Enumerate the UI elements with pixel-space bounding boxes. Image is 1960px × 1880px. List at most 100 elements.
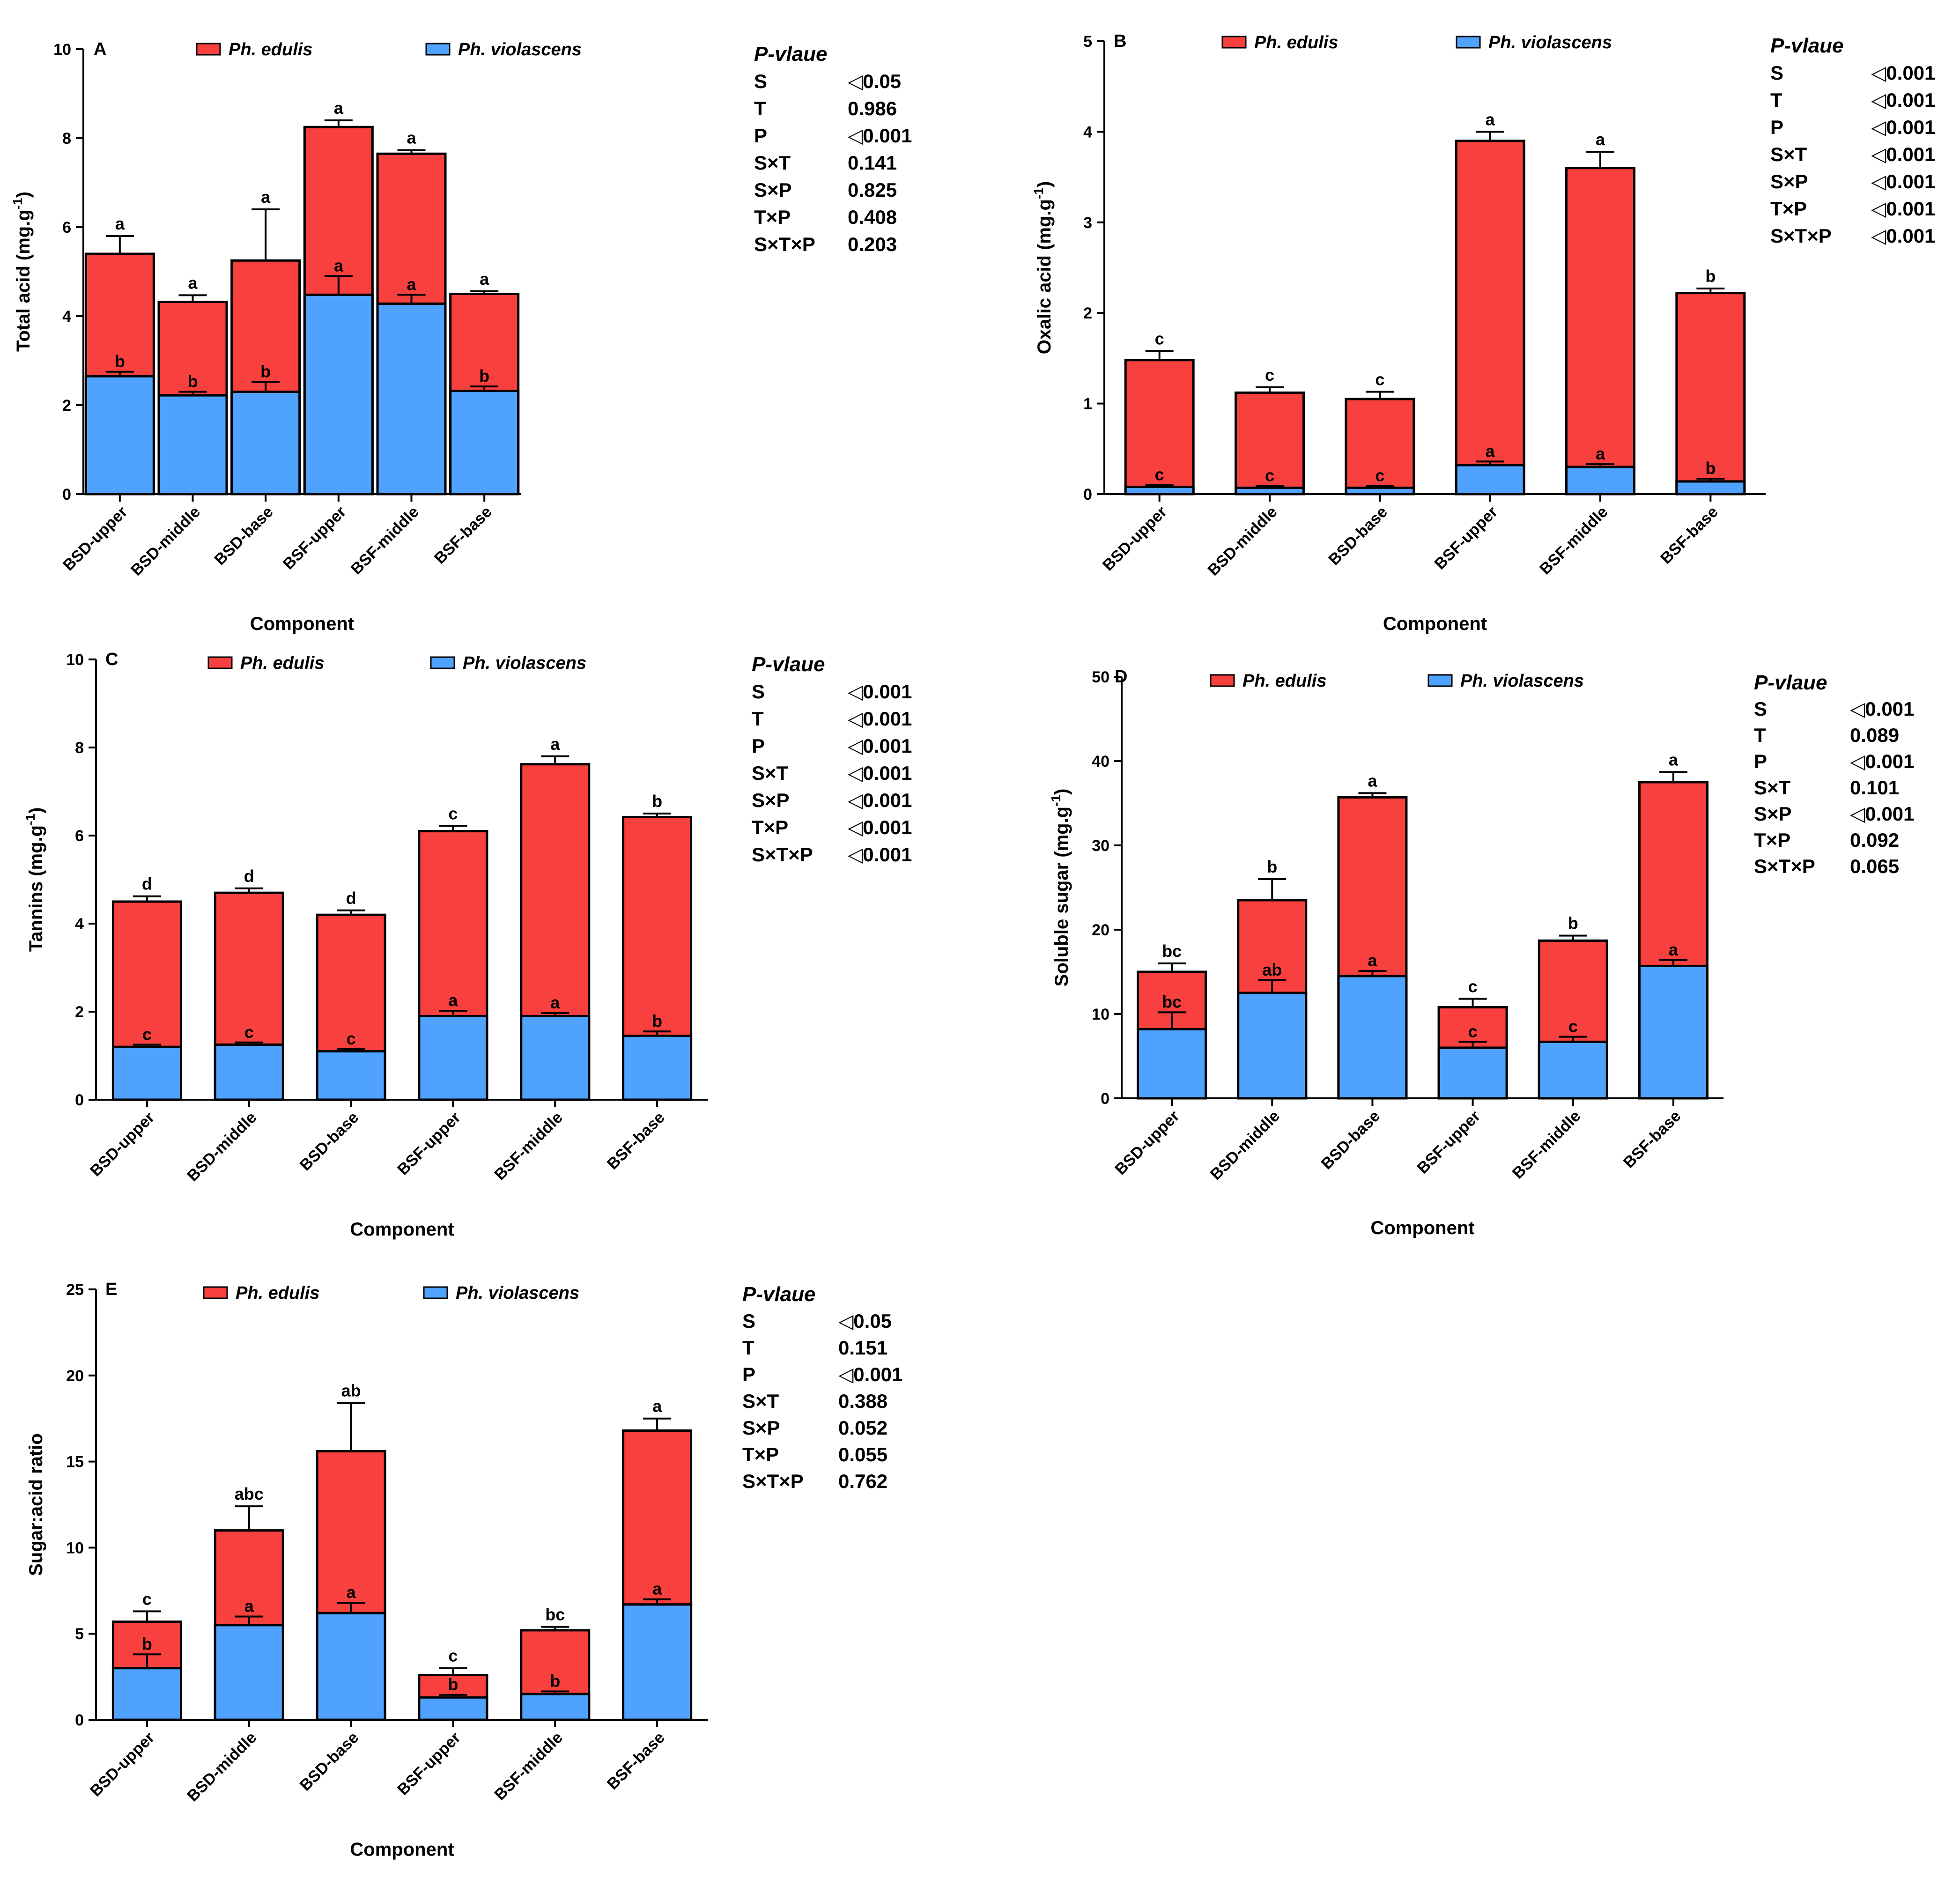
legend-swatch-violascens bbox=[430, 656, 455, 669]
legend-swatch-edulis bbox=[203, 1286, 228, 1299]
pvalue-value: ◁0.001 bbox=[1850, 750, 1914, 772]
pvalue-factor: T×P bbox=[754, 206, 791, 228]
sig-letter-edulis: a bbox=[1368, 771, 1377, 790]
x-category-label: BSF-upper bbox=[394, 1109, 464, 1179]
pvalue-factor: S×T×P bbox=[754, 233, 815, 255]
y-axis-title: Sugar:acid ratio bbox=[26, 1433, 46, 1576]
bar-violascens bbox=[1345, 486, 1415, 496]
x-axis-title: Component bbox=[250, 614, 354, 634]
bar-violascens bbox=[316, 1612, 386, 1721]
pvalue-factor: S×T×P bbox=[752, 844, 813, 866]
sig-letter-violascens: a bbox=[1596, 444, 1605, 463]
sig-letter-edulis: b bbox=[652, 792, 662, 811]
legend-swatch-edulis bbox=[1210, 674, 1235, 687]
pvalue-title: P-vlaue bbox=[1754, 671, 1827, 694]
bar-violascens bbox=[449, 390, 520, 496]
legend-label-violascens: Ph. violascens bbox=[1460, 671, 1584, 691]
bar-edulis bbox=[1235, 391, 1305, 496]
sig-letter-edulis: a bbox=[550, 734, 560, 754]
pvalue-title: P-vlaue bbox=[752, 653, 825, 676]
pvalue-value: ◁0.001 bbox=[848, 708, 912, 730]
bar-violascens bbox=[1237, 992, 1308, 1100]
bar-edulis bbox=[1455, 140, 1525, 496]
y-tick-label: 8 bbox=[75, 739, 84, 757]
pvalue-value: 0.101 bbox=[1850, 777, 1899, 799]
y-tick-label: 2 bbox=[75, 1003, 84, 1021]
pvalue-value: ◁0.05 bbox=[838, 1310, 892, 1332]
bar-violascens bbox=[1455, 464, 1525, 496]
bar-violascens bbox=[303, 293, 374, 496]
legend-swatch-violascens bbox=[425, 43, 451, 56]
x-category-label: BSF-base bbox=[604, 1729, 668, 1793]
x-category-label: BSD-upper bbox=[87, 1729, 158, 1800]
pvalue-factor: S×T bbox=[752, 762, 789, 784]
sig-letter-violascens: a bbox=[407, 274, 416, 294]
x-category-label: BSF-upper bbox=[280, 503, 350, 573]
pvalue-value: ◁0.001 bbox=[1850, 803, 1914, 825]
sig-letter-violascens: b bbox=[1705, 459, 1716, 478]
sig-letter-violascens: b bbox=[448, 1675, 458, 1694]
x-category-label: BSD-base bbox=[1325, 503, 1391, 569]
pvalue-factor: T bbox=[1754, 724, 1766, 746]
x-category-label: BSF-middle bbox=[1509, 1107, 1584, 1182]
y-axis-title-main: Soluble sugar (mg.g bbox=[1051, 807, 1072, 986]
pvalue-value: 0.052 bbox=[838, 1417, 888, 1439]
legend-label-violascens: Ph. violascens bbox=[458, 40, 582, 59]
y-axis-title: Soluble sugar (mg.g-1) bbox=[1049, 789, 1072, 987]
pvalue-value: 0.203 bbox=[848, 233, 897, 255]
chart-panel-c: 0 2 4 6 8 10 Tannins (mg.g-1) C Ph. edulis Ph. vi… bbox=[23, 650, 912, 1240]
chart-panel-e: 0 5 10 15 20 25 Sugar:acid ratio E Ph. edulis Ph.… bbox=[26, 1280, 902, 1860]
y-axis-title-sup: -1 bbox=[10, 198, 25, 209]
y-tick-label: 10 bbox=[66, 651, 84, 669]
x-category-label: BSF-base bbox=[604, 1109, 668, 1173]
y-tick-label: 4 bbox=[75, 915, 84, 933]
bar-violascens bbox=[1565, 466, 1635, 496]
bar-violascens bbox=[1124, 486, 1195, 496]
x-axis-title: Component bbox=[1383, 614, 1487, 634]
sig-letter-edulis: a bbox=[1596, 130, 1605, 149]
sig-letter-edulis: d bbox=[142, 874, 152, 894]
pvalue-value: ◁0.001 bbox=[848, 844, 912, 866]
sig-letter-edulis: b bbox=[1267, 857, 1277, 876]
legend-swatch-edulis bbox=[1221, 36, 1247, 49]
pvalue-value: 0.055 bbox=[838, 1443, 888, 1466]
legend-label-edulis: Ph. edulis bbox=[240, 653, 324, 673]
y-tick-label: 30 bbox=[1092, 837, 1109, 855]
pvalue-factor: S×P bbox=[1754, 803, 1792, 825]
y-tick-label: 3 bbox=[1083, 214, 1092, 232]
pvalue-factor: T bbox=[1770, 89, 1782, 111]
y-tick-label: 4 bbox=[1083, 123, 1092, 141]
bar-violascens bbox=[1675, 480, 1746, 496]
y-tick-label: 15 bbox=[66, 1453, 84, 1471]
sig-letter-edulis: a bbox=[334, 98, 344, 118]
bar-violascens bbox=[316, 1050, 386, 1101]
pvalue-factor: S×T bbox=[742, 1390, 779, 1412]
sig-letter-violascens: bc bbox=[1162, 992, 1182, 1011]
y-axis-title-sup: -1 bbox=[1049, 795, 1063, 807]
sig-letter-edulis: c bbox=[1468, 977, 1478, 996]
x-category-label: BSF-upper bbox=[394, 1729, 464, 1799]
x-category-label: BSD-base bbox=[211, 503, 276, 569]
pvalue-value: ◁0.001 bbox=[1871, 198, 1935, 220]
sig-letter-violascens: b bbox=[260, 362, 271, 381]
sig-letter-violascens: c bbox=[1468, 1021, 1478, 1041]
bar-violascens bbox=[1538, 1040, 1608, 1100]
pvalue-value: ◁0.001 bbox=[848, 735, 912, 757]
y-tick-label: 1 bbox=[1083, 395, 1092, 413]
x-axis-title: Component bbox=[1370, 1218, 1474, 1238]
bar-violascens bbox=[1137, 1028, 1207, 1100]
panel-letter: A bbox=[94, 39, 106, 59]
sig-letter-edulis: a bbox=[115, 214, 125, 233]
bar-violascens bbox=[1235, 486, 1305, 496]
pvalue-value: ◁0.001 bbox=[838, 1363, 902, 1385]
sig-letter-edulis: abc bbox=[235, 1484, 264, 1503]
pvalue-factor: T×P bbox=[1770, 198, 1807, 220]
sig-letter-violascens: c bbox=[347, 1029, 356, 1048]
x-category-label: BSF-base bbox=[1657, 503, 1722, 568]
pvalue-factor: T bbox=[754, 97, 766, 119]
y-tick-label: 10 bbox=[66, 1539, 84, 1557]
pvalue-factor: S×T bbox=[1754, 777, 1791, 799]
x-category-label: BSF-base bbox=[1620, 1107, 1685, 1172]
x-category-label: BSD-middle bbox=[127, 503, 204, 579]
x-axis-title: Component bbox=[350, 1219, 454, 1240]
